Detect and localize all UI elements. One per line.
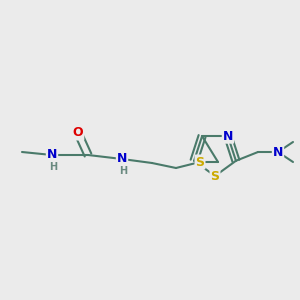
- Text: H: H: [49, 162, 57, 172]
- Text: N: N: [273, 146, 283, 158]
- Text: H: H: [119, 166, 127, 176]
- Text: N: N: [47, 148, 57, 161]
- Text: S: S: [211, 169, 220, 182]
- Text: N: N: [223, 130, 233, 143]
- Text: S: S: [196, 155, 205, 169]
- Text: O: O: [73, 127, 83, 140]
- Text: N: N: [117, 152, 127, 166]
